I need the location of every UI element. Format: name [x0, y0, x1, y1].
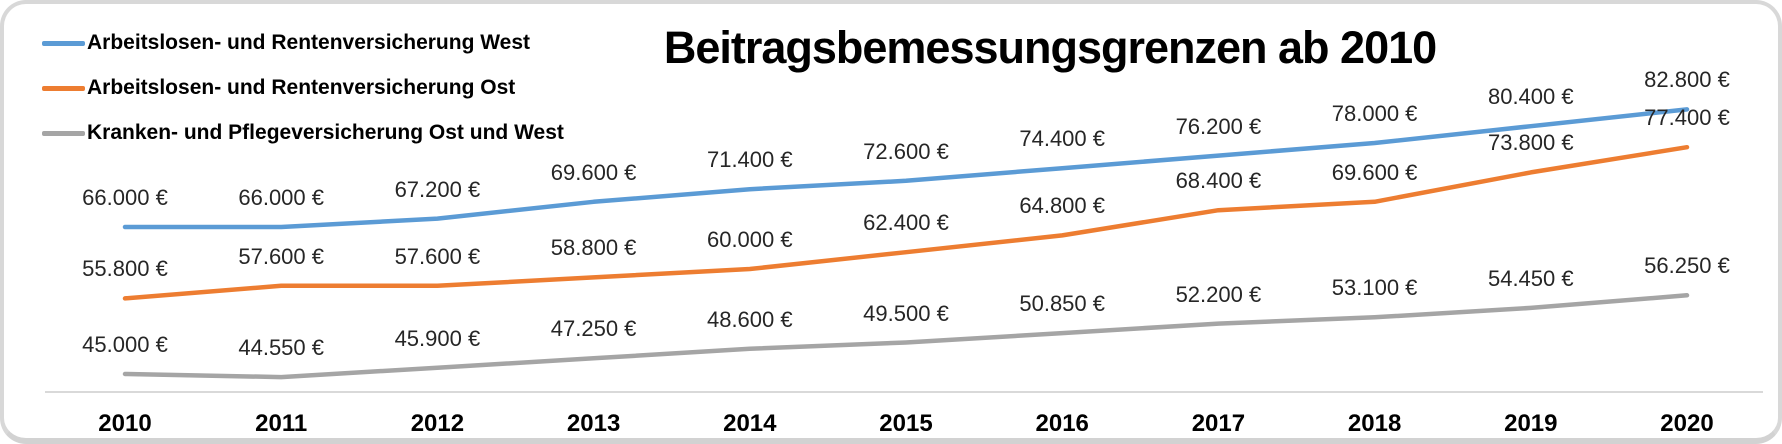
data-label: 69.600 € [1331, 159, 1418, 185]
data-label: 66.000 € [238, 185, 325, 210]
legend-label-kranken: Kranken- und Pflegeversicherung Ost und … [87, 121, 564, 144]
legend-line-swatch-kranken [42, 130, 85, 136]
series-line-2 [122, 293, 1690, 380]
data-label: 72.600 € [863, 138, 949, 164]
legend-item-kranken: Kranken- und Pflegeversicherung Ost und … [42, 118, 564, 148]
data-label: 56.250 € [1644, 253, 1730, 279]
data-label: 69.600 € [550, 159, 637, 185]
x-axis-label: 2013 [566, 410, 621, 437]
x-axis-label: 2019 [1504, 410, 1558, 437]
data-label: 67.200 € [394, 176, 481, 202]
data-label: 45.900 € [394, 325, 481, 351]
legend-label-ost: Arbeitslosen- und Rentenversicherung Ost [87, 76, 516, 99]
data-label: 57.600 € [394, 243, 481, 269]
data-label: 58.800 € [550, 235, 637, 261]
data-label: 80.400 € [1487, 84, 1574, 110]
data-label: 49.500 € [863, 300, 949, 326]
x-axis-label: 2015 [879, 410, 933, 437]
data-label: 48.600 € [706, 306, 793, 332]
legend-line-swatch-ost [42, 85, 85, 91]
x-axis-label: 2010 [98, 410, 152, 437]
x-axis-label: 2020 [1660, 410, 1714, 437]
legend-label-west: Arbeitslosen- und Rentenversicherung Wes… [87, 31, 531, 54]
data-label: 66.000 € [82, 185, 168, 210]
x-axis-label: 2014 [723, 410, 777, 437]
data-label: 82.800 € [1644, 67, 1730, 93]
series-line-1 [122, 144, 1690, 301]
data-label: 76.200 € [1175, 113, 1262, 139]
data-label: 47.250 € [550, 316, 637, 342]
data-label: 73.800 € [1487, 130, 1574, 156]
x-axis-label: 2012 [410, 410, 465, 437]
series-line-0 [122, 107, 1690, 230]
data-label: 52.200 € [1175, 281, 1262, 307]
x-axis-label: 2018 [1347, 410, 1402, 437]
x-axis-label: 2017 [1191, 410, 1246, 437]
data-label: 78.000 € [1331, 101, 1418, 126]
data-label: 68.400 € [1175, 168, 1262, 194]
data-label: 44.550 € [238, 335, 325, 361]
x-axis-label: 2011 [255, 410, 308, 437]
data-label: 55.800 € [82, 256, 168, 282]
x-axis-label: 2016 [1035, 410, 1089, 437]
data-label: 62.400 € [863, 210, 949, 236]
legend-item-ost: Arbeitslosen- und Rentenversicherung Ost [42, 73, 564, 103]
data-label: 53.100 € [1331, 275, 1418, 301]
data-label: 77.400 € [1644, 105, 1730, 131]
data-label: 54.450 € [1487, 265, 1574, 291]
legend-item-west: Arbeitslosen- und Rentenversicherung Wes… [42, 28, 564, 58]
data-label: 60.000 € [706, 227, 793, 252]
data-label: 45.000 € [82, 332, 168, 357]
chart-legend: Arbeitslosen- und Rentenversicherung Wes… [42, 28, 564, 163]
data-label: 57.600 € [238, 243, 325, 269]
data-label: 74.400 € [1019, 126, 1106, 152]
chart-title: Beitragsbemessungsgrenzen ab 2010 [663, 22, 1437, 73]
data-label: 71.400 € [706, 147, 793, 173]
legend-line-swatch-west [42, 40, 85, 46]
data-label: 50.850 € [1019, 291, 1106, 317]
data-label: 64.800 € [1019, 193, 1106, 219]
